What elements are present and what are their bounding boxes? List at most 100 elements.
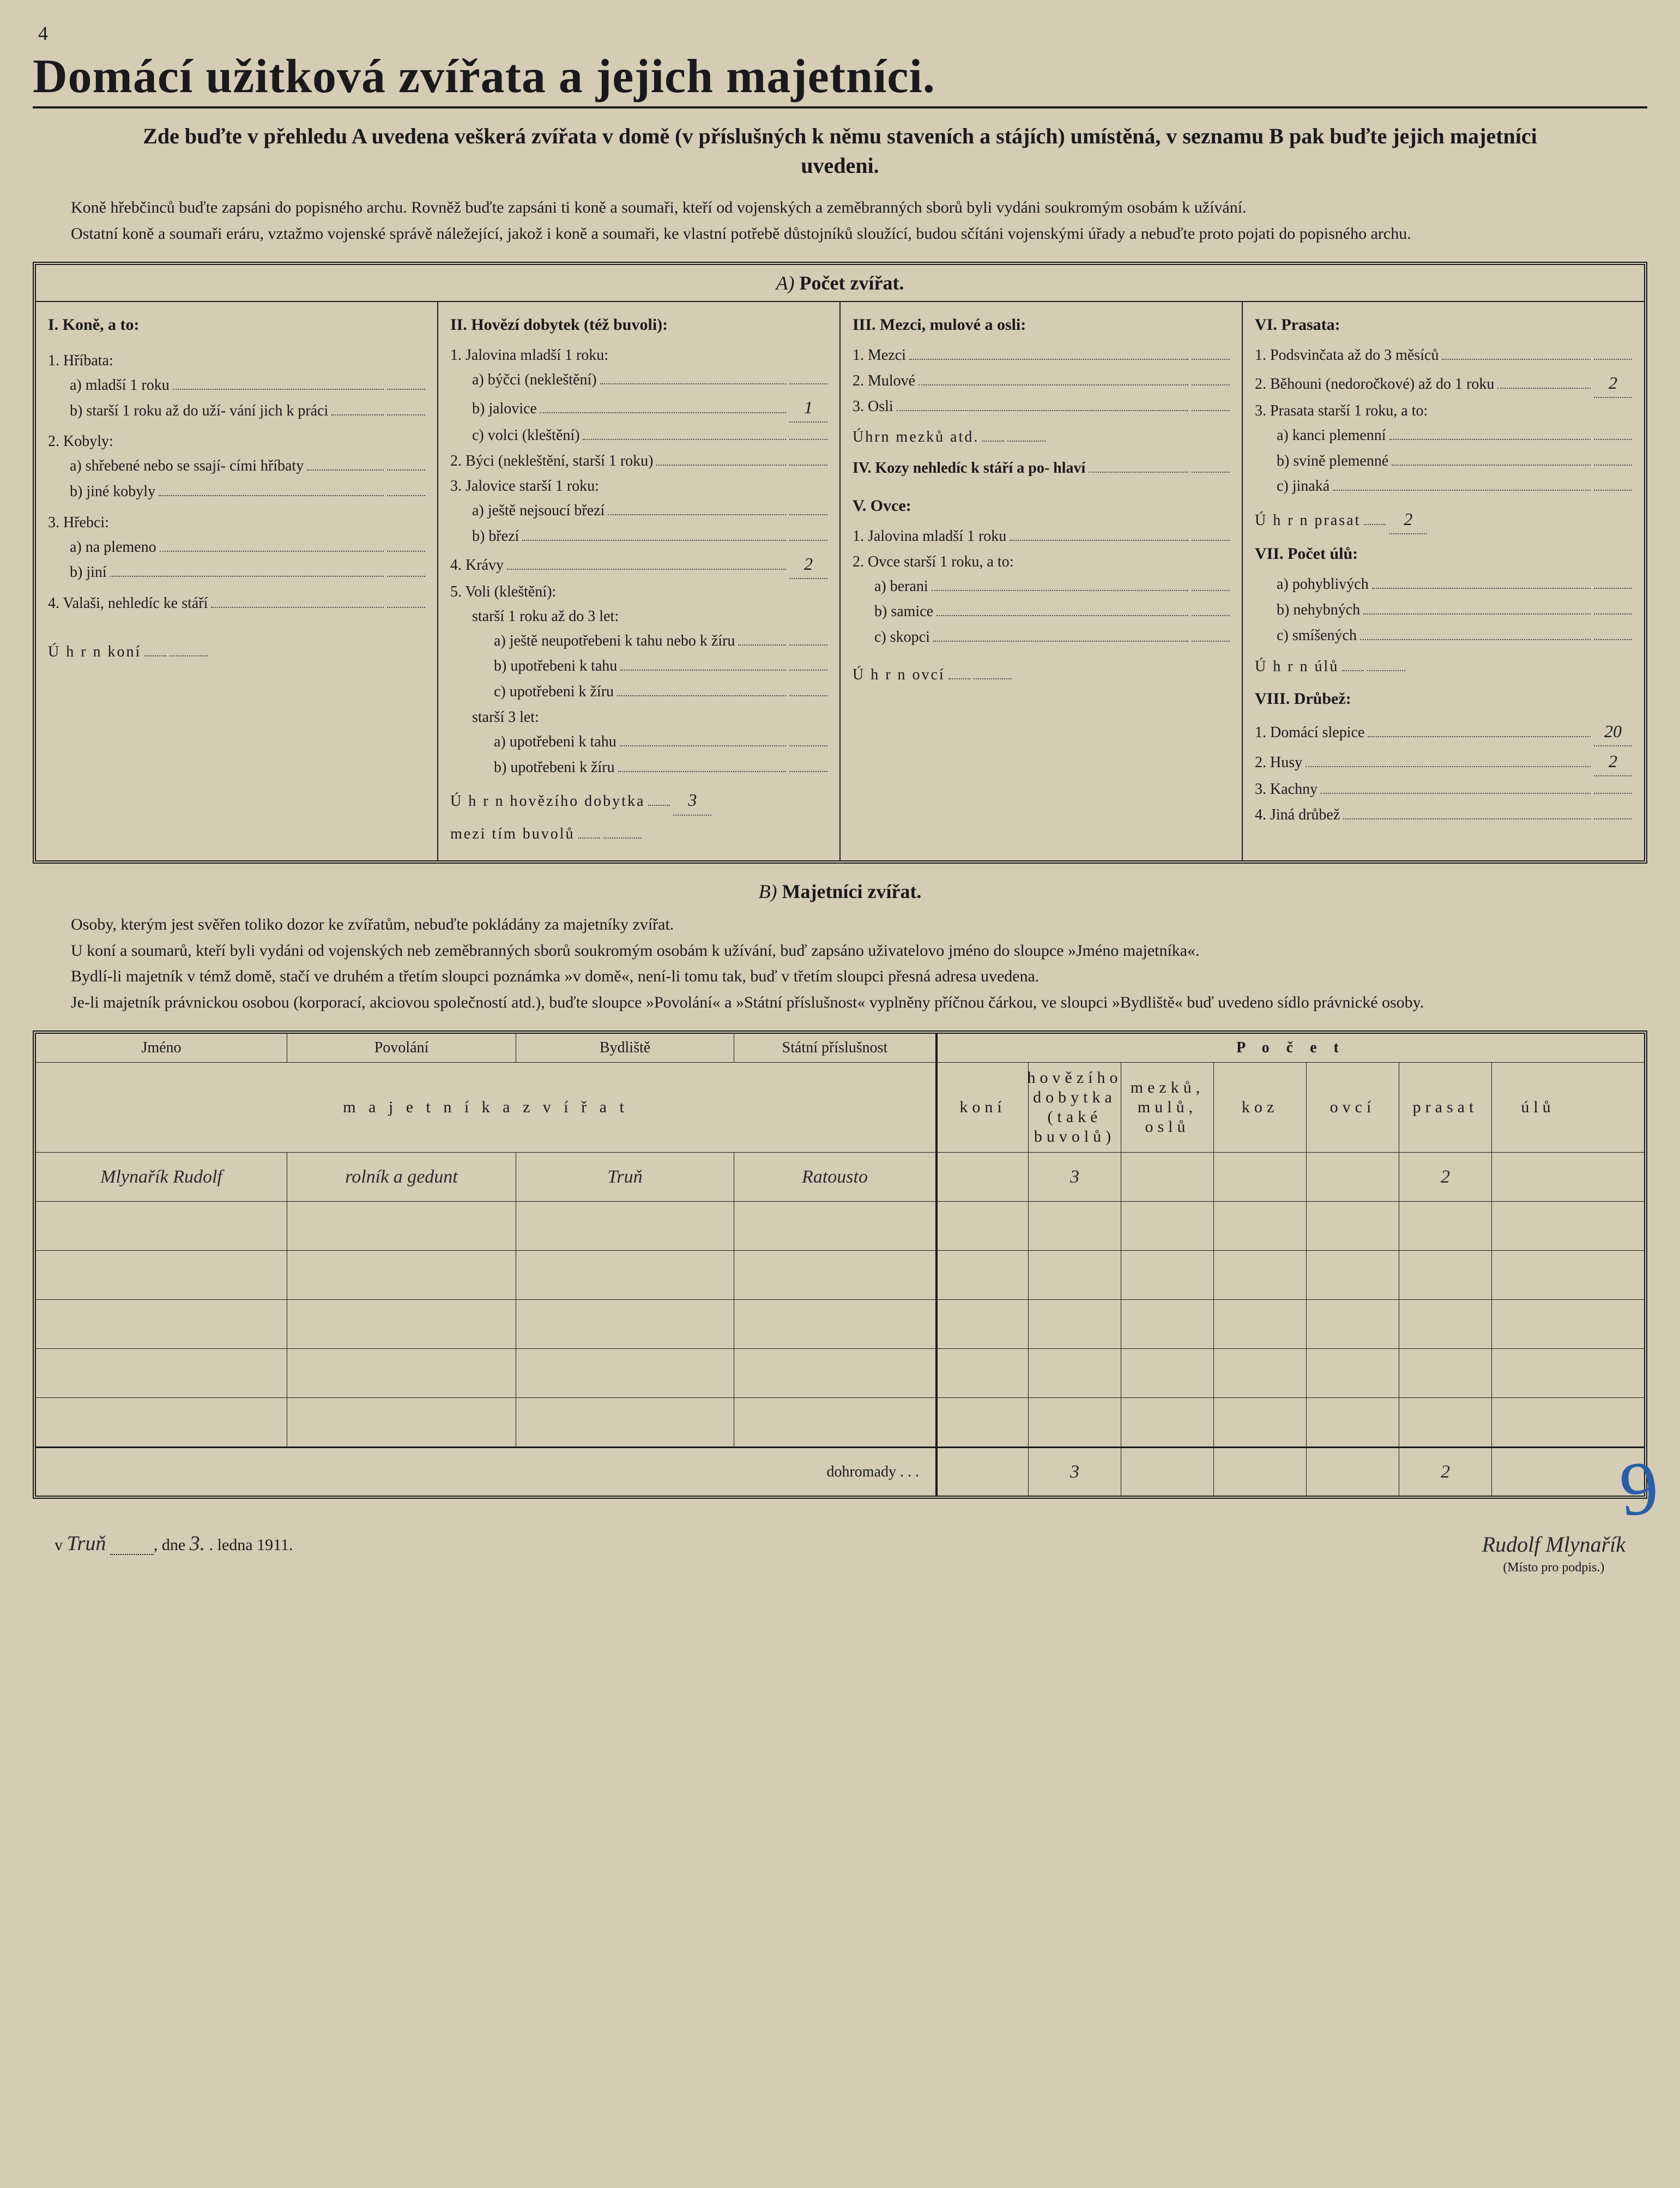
signature: Rudolf Mlynařík [1482,1532,1625,1557]
c4d4-val [1594,818,1632,819]
hdr-mules: mezků, mulů, oslů [1121,1063,1213,1152]
c4u2-val [1594,613,1632,614]
c2-total: Ú h r n hovězího dobytka [450,789,645,814]
row-residence: Truň [516,1153,734,1201]
hdr-hives: úlů [1491,1063,1584,1152]
row-mules [1121,1153,1213,1201]
page-title: Domácí užitková zvířata a jejich majetní… [33,49,1647,109]
c4u1-val [1594,588,1632,589]
c4-title8: VIII. Drůbež: [1255,686,1632,712]
c3v2b-val [1192,615,1230,616]
table-row: Mlynařík Rudolf rolník a gedunt Truň Rat… [36,1152,1644,1201]
c4p2-val: 2 [1594,369,1632,398]
c3v2a: a) berani [874,575,928,599]
tot-cattle: 3 [1028,1448,1121,1496]
c2-sub: mezi tím buvolů [450,822,575,847]
owners-table: Jméno Povolání Bydliště Státní příslušno… [33,1030,1647,1499]
c3v1-val [1192,540,1230,541]
row-cattle: 3 [1028,1153,1121,1201]
c2g1c-val [789,439,827,440]
c2g5b-val [789,670,827,671]
intro-block: Koně hřebčinců buďte zapsáni do popisnéh… [38,196,1642,245]
c4d2-val: 2 [1594,748,1632,776]
hdr-goats: koz [1213,1063,1306,1152]
tot-goats [1213,1448,1306,1496]
c2g5a: a) ještě neupotřebeni k tahu nebo k žíru [494,629,735,654]
b-p2: U koní a soumarů, kteří byli vydáni od v… [38,939,1642,963]
table-total-row: dohromady . . . 3 2 [36,1446,1644,1496]
c3i1-val [1192,359,1230,360]
signature-caption: (Místo pro podpis.) [1503,1560,1604,1575]
c4u1: a) pohyblivých [1277,572,1369,597]
hdr-count: P o č e t [935,1034,1644,1062]
c3-tot1-val [1007,441,1046,442]
hdr-cattle: hovězího dobytka (také buvolů) [1028,1063,1121,1152]
c2g1c: c) volci (kleštění) [472,424,579,448]
c4-tot7-val [1367,670,1405,671]
c1g2b: b) jiné kobyly [70,480,155,504]
c2-total-val: 3 [673,786,711,815]
section-b-prefix: B) [759,881,777,902]
c2g5d: a) upotřebeni k tahu [494,730,617,755]
row-pigs: 2 [1399,1153,1491,1201]
c4p3b-val [1594,465,1632,466]
c3-title4: IV. Kozy nehledíc k stáří a po- hlaví [853,456,1085,481]
c2g3b: b) březí [472,525,519,549]
table-row [36,1397,1644,1446]
b-p1: Osoby, kterým jest svěřen toliko dozor k… [38,913,1642,937]
col1-title: I. Koně, a to: [48,312,425,338]
c2g5e: b) upotřebeni k žíru [494,756,615,780]
c3-tot5: Ú h r n ovcí [853,663,945,688]
table-row [36,1299,1644,1348]
c2g2: 2. Býci (nekleštění, starší 1 roku) [450,449,653,474]
table-subheader-row: m a j e t n í k a z v í ř a t koní hověz… [36,1062,1644,1152]
c1g3a-val [387,551,425,552]
section-a-prefix: A) [776,272,795,294]
c4p3c: c) jinaká [1277,474,1330,499]
table-row [36,1348,1644,1397]
c1g3a: a) na plemeno [70,535,156,560]
c1g2b-val [387,495,425,496]
col1-g3: 3. Hřebci: [48,511,425,535]
row-occupation: rolník a gedunt [287,1153,516,1201]
signature-block: Rudolf Mlynařík (Místo pro podpis.) [1482,1532,1625,1576]
c2g5e-val [789,771,827,772]
subtitle: Zde buďte v přehledu A uvedena veškerá z… [113,122,1567,180]
section-b-intro: Osoby, kterým jest svěřen toliko dozor k… [38,913,1642,1014]
date-rest: . ledna 1911. [209,1536,293,1554]
c1g1b-val [387,414,425,415]
col1-g1: 1. Hříbata: [48,349,425,373]
c2g5a-val [789,644,827,646]
place: Truň [67,1532,106,1555]
margin-annotation: 9 [1616,1443,1662,1534]
c2g1a-val [789,383,827,384]
table-row [36,1250,1644,1299]
footer: v Truň , dne 3. . ledna 1911. Rudolf Mly… [33,1532,1647,1576]
c2g1b: b) jalovice [472,397,537,421]
section-a-title: Počet zvířat. [800,272,904,294]
c3v2a-val [1192,590,1230,591]
c4u3-val [1594,639,1632,640]
c4d3-val [1594,793,1632,794]
hdr-sheep: ovcí [1306,1063,1399,1152]
intro-p1: Koně hřebčinců buďte zapsáni do popisnéh… [38,196,1642,220]
c3v1: 1. Jalovina mladší 1 roku [853,525,1006,549]
c2g4-val: 2 [789,550,827,579]
c4-tot6-val: 2 [1389,505,1427,534]
c1g1b: b) starší 1 roku až do uží- vání jich k … [70,399,328,424]
c1g4-val [387,607,425,608]
col-pigs-hives-poultry: VI. Prasata: 1. Podsvinčata až do 3 měsí… [1242,302,1644,860]
c3v2b: b) samice [874,600,933,624]
c1g3b: b) jiní [70,560,107,585]
c4d1-val: 20 [1594,718,1632,746]
tot-horses [935,1448,1028,1496]
c4d3: 3. Kachny [1255,777,1318,802]
total-label-text: dohromady [826,1463,896,1481]
c3v2c: c) skopci [874,625,930,650]
date-day: 3. [190,1532,206,1555]
c2g2-val [789,465,827,466]
row-nationality: Ratousto [734,1153,935,1201]
c2g1a: a) býčci (nekleštění) [472,368,597,393]
row-hives [1491,1153,1584,1201]
c2g1b-val: 1 [789,394,827,423]
